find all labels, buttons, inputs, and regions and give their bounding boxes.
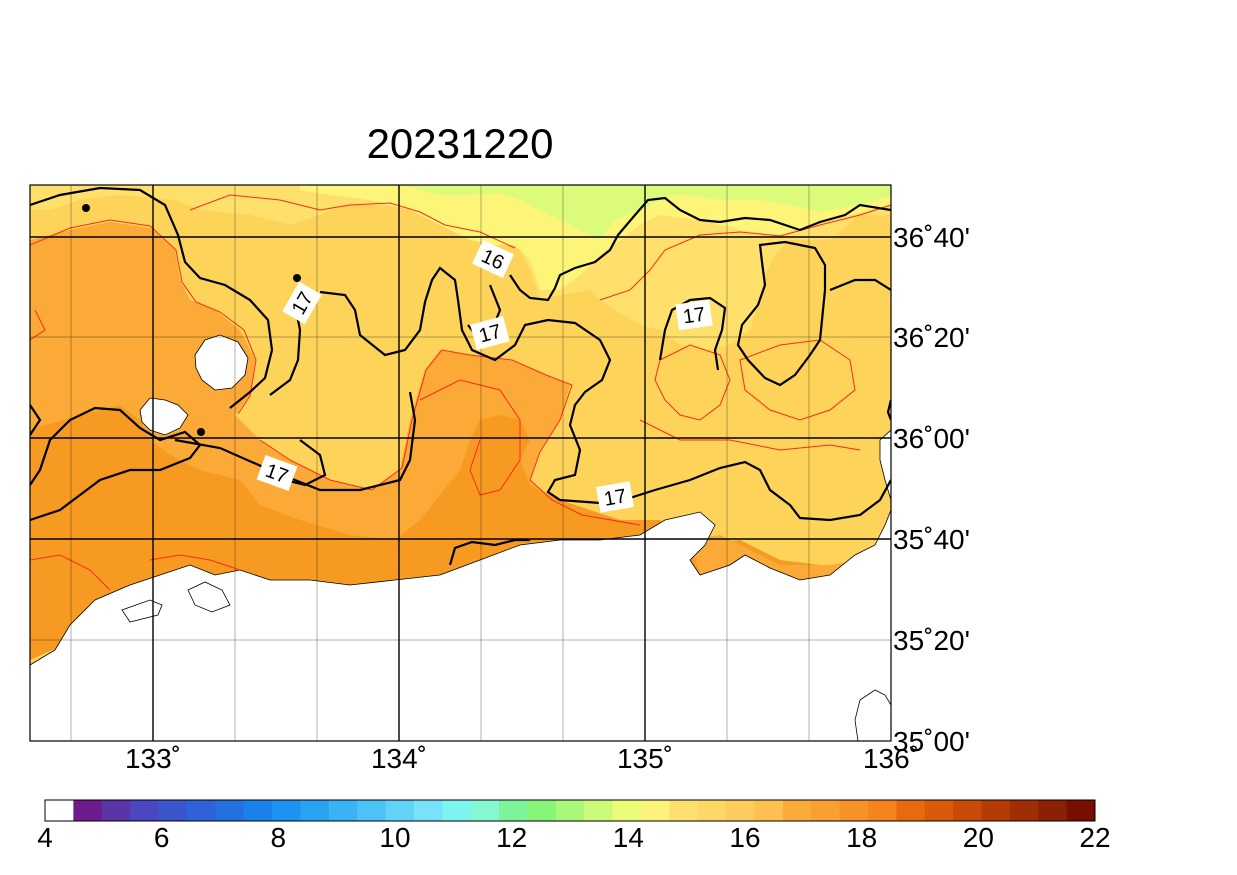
colorbar-tick-label: 6 [154, 822, 170, 853]
colorbar-swatch [669, 800, 699, 821]
lon-label: 135˚ [617, 743, 673, 774]
station-dot [293, 274, 301, 282]
colorbar-swatch [1066, 800, 1096, 821]
colorbar-swatch [130, 800, 160, 821]
lon-label: 133˚ [125, 743, 181, 774]
colorbar-swatch [811, 800, 841, 821]
colorbar-swatch [782, 800, 812, 821]
map-panel: 16 17 17 17 17 17 [30, 185, 891, 741]
lat-label: 36˚00' [893, 423, 970, 454]
lon-label: 136˚ [863, 743, 919, 774]
lon-label: 134˚ [371, 743, 427, 774]
lat-label: 36˚40' [893, 222, 970, 253]
longitude-labels: 133˚ 134˚ 135˚ 136˚ [125, 743, 919, 774]
lat-label: 36˚20' [893, 322, 970, 353]
latitude-labels: 36˚40' 36˚20' 36˚00' 35˚40' 35˚20' 35˚00… [893, 222, 970, 757]
colorbar-swatch [272, 800, 301, 821]
colorbar-swatch [924, 800, 954, 821]
colorbar-swatch [584, 800, 614, 821]
colorbar-tick-label: 20 [963, 822, 994, 853]
colorbar-tick-label: 8 [271, 822, 287, 853]
land-honshu [30, 509, 891, 741]
lat-label: 35˚00' [893, 726, 970, 757]
contour-label: 17 [470, 316, 510, 350]
colorbar-labels: 4 6 8 10 12 14 16 18 20 22 [37, 822, 1110, 853]
colorbar-swatch [357, 800, 387, 821]
colorbar-swatch [243, 800, 273, 821]
colorbar-swatch [101, 800, 131, 821]
colorbar-swatch [215, 800, 245, 821]
colorbar-swatch [612, 800, 642, 821]
colorbar-swatch [470, 800, 500, 821]
colorbar-swatch [726, 800, 755, 821]
colorbar-swatch [953, 800, 982, 821]
sst-field-14-15 [400, 185, 891, 240]
station-dot [197, 428, 205, 436]
colorbar-swatch [527, 800, 557, 821]
colorbar-swatch [1009, 800, 1039, 821]
colorbar [45, 800, 1096, 821]
colorbar-swatch [300, 800, 330, 821]
colorbar-tick-label: 4 [37, 822, 53, 853]
land-wakasa [854, 689, 891, 741]
colorbar-swatch [697, 800, 727, 821]
colorbar-tick-label: 16 [729, 822, 760, 853]
minor-contours [30, 194, 891, 591]
colorbar-swatch [73, 800, 103, 821]
svg-text:17: 17 [682, 304, 707, 329]
map-title: 20231220 [367, 120, 554, 167]
colorbar-tick-label: 14 [613, 822, 644, 853]
colorbar-swatch [555, 800, 585, 821]
colorbar-tick-label: 22 [1079, 822, 1110, 853]
colorbar-swatch [45, 800, 74, 821]
sst-field-19-20 [30, 405, 840, 660]
colorbar-swatch [442, 800, 472, 821]
colorbar-swatch [328, 800, 358, 821]
colorbar-swatch [896, 800, 926, 821]
contour-label: 17 [596, 481, 634, 513]
colorbar-swatch [981, 800, 1011, 821]
map-frame [29, 184, 892, 742]
contour-label: 17 [675, 299, 713, 331]
lat-label: 35˚20' [893, 625, 970, 656]
colorbar-swatch [186, 800, 216, 821]
island-dozen [139, 397, 189, 436]
colorbar-swatch [754, 800, 784, 821]
colorbar-swatch [499, 800, 528, 821]
colorbar-swatch [413, 800, 443, 821]
colorbar-tick-label: 18 [846, 822, 877, 853]
colorbar-swatch [640, 800, 670, 821]
colorbar-swatch [867, 800, 897, 821]
colorbar-swatch [385, 800, 415, 821]
lake-shinji [121, 599, 163, 623]
lat-label: 35˚40' [893, 524, 970, 555]
station-dot [82, 204, 90, 212]
colorbar-tick-label: 12 [496, 822, 527, 853]
minor-graticule [30, 185, 891, 741]
colorbar-swatch [158, 800, 188, 821]
colorbar-swatch [1038, 800, 1068, 821]
colorbar-frame [44, 799, 1096, 822]
colorbar-swatch [839, 800, 869, 821]
lake-nakaumi [187, 581, 231, 613]
land-east-edge [879, 429, 891, 501]
graticule [30, 185, 891, 741]
colorbar-tick-label: 10 [379, 822, 410, 853]
svg-text:17: 17 [602, 485, 628, 511]
